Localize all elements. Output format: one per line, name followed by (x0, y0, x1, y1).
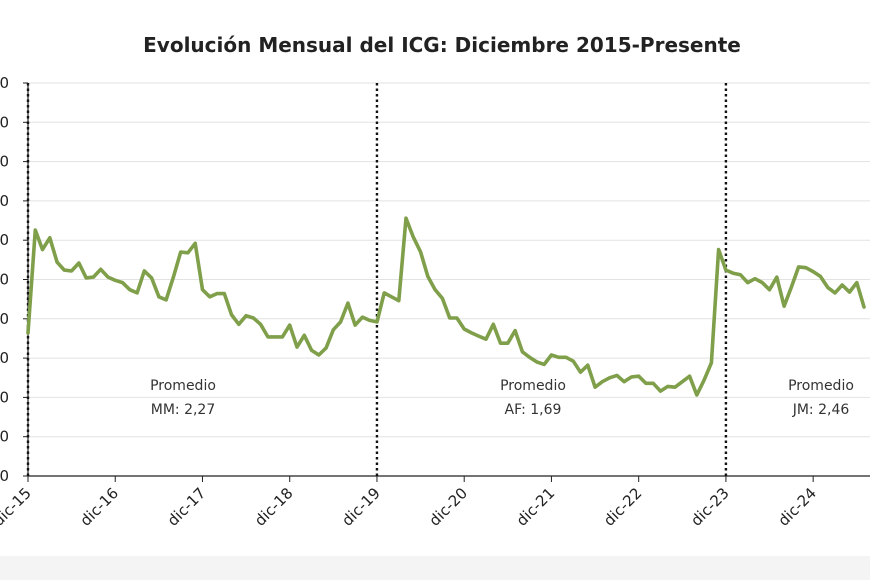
x-tick-label: dic-16 (77, 484, 123, 530)
y-tick-label: 1,50 (0, 349, 9, 367)
annotation-label: Promedio (500, 378, 566, 394)
y-tick-label: 2,00 (0, 310, 9, 328)
x-axis: dic-15 dic-16 dic-17 dic-18 dic-19 dic-20 dic-… (0, 475, 870, 530)
x-tick-label: dic-19 (338, 484, 384, 530)
y-tick-label: 1,00 (0, 388, 9, 406)
annotation-label: Promedio (788, 378, 854, 394)
annotation-af: Promedio AF: 1,69 (500, 378, 566, 418)
x-tick-label: dic-24 (774, 484, 820, 530)
x-tick-label: dic-23 (687, 484, 733, 530)
bottom-band (0, 556, 870, 580)
y-tick-label: 2,50 (0, 271, 9, 289)
annotation-value: AF: 1,69 (505, 402, 562, 418)
x-tick-label: dic-22 (600, 484, 646, 530)
gridlines (28, 82, 870, 438)
annotation-mm: Promedio MM: 2,27 (150, 378, 216, 418)
series-line-icg (26, 216, 866, 397)
x-tick-label: dic-15 (0, 484, 35, 530)
annotation-label: Promedio (150, 378, 216, 394)
y-tick-label: 0,00 (0, 467, 9, 485)
annotation-jm: Promedio JM: 2,46 (788, 378, 854, 418)
x-tick-label: dic-18 (251, 484, 297, 530)
y-tick-label: 4,00 (0, 153, 9, 171)
annotation-value: JM: 2,46 (792, 402, 850, 418)
y-tick-label: 3,00 (0, 231, 9, 249)
x-tick-label: dic-17 (164, 484, 210, 530)
x-tick-label: dic-21 (513, 484, 559, 530)
y-tick-label: 4,50 (0, 113, 9, 131)
series (26, 216, 866, 397)
y-axis: 0,00 0,50 1,00 1,50 2,00 2,50 3,00 3,50 4,00 4,50… (0, 74, 29, 485)
y-tick-label: 5,00 (0, 74, 9, 92)
y-tick-label: 0,50 (0, 428, 9, 446)
annotation-value: MM: 2,27 (151, 402, 216, 418)
chart-title: Evolución Mensual del ICG: Diciembre 201… (143, 33, 741, 57)
y-tick-label: 3,50 (0, 192, 9, 210)
x-tick-label: dic-20 (425, 484, 471, 530)
